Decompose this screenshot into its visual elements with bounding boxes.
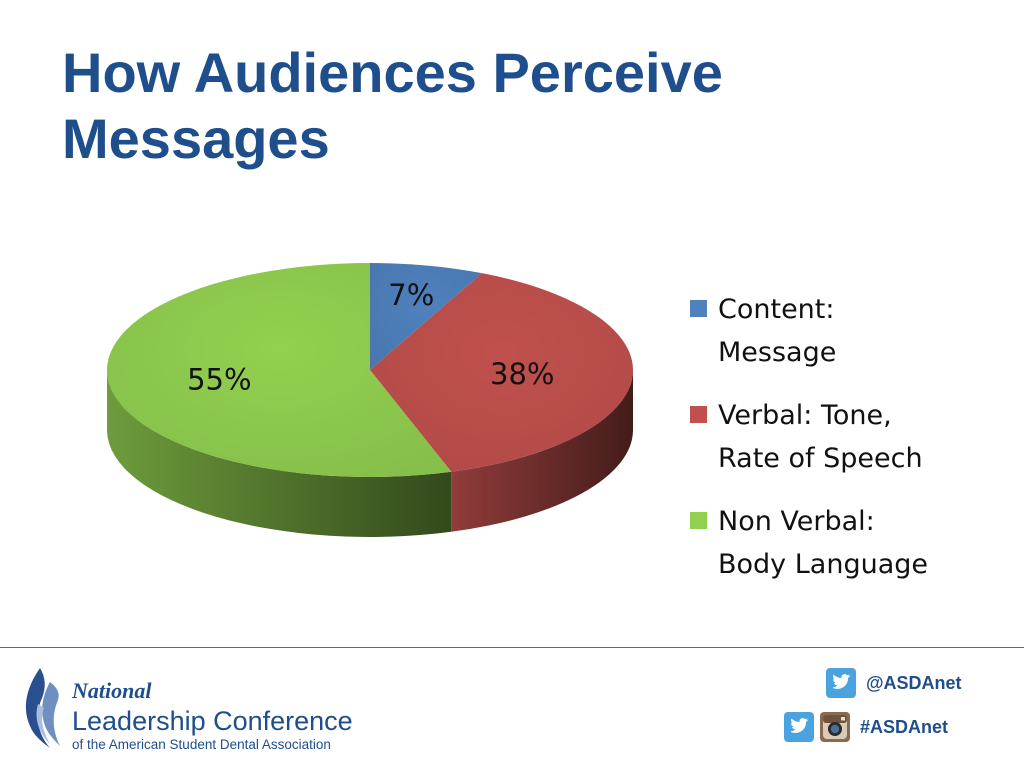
pie-data-label-0: 7%	[388, 278, 434, 312]
legend-item-content: Content: Message	[688, 288, 1008, 374]
legend-label-verbal-line2: Rate of Speech	[718, 443, 923, 474]
pie-chart: 7% 38% 55%	[106, 263, 634, 537]
legend-label-nonverbal-line2: Body Language	[718, 549, 928, 580]
pie-data-label-2: 55%	[187, 363, 251, 397]
pie-slice-0	[370, 263, 482, 370]
flame-logo-icon	[25, 668, 60, 748]
twitter-handle-row: @ASDAnet	[826, 668, 962, 698]
slide-title-line1: How Audiences Perceive	[62, 41, 723, 104]
pie-side-2	[107, 371, 452, 537]
twitter-icon[interactable]	[784, 712, 814, 742]
logo-subtitle-text: of the American Student Dental Associati…	[72, 737, 331, 752]
legend-item-verbal: Verbal: Tone, Rate of Speech	[688, 394, 1008, 480]
legend-swatch-content	[690, 300, 707, 317]
hashtag-text[interactable]: #ASDAnet	[860, 716, 949, 737]
footer-divider	[0, 647, 1024, 648]
legend-label-verbal-line1: Verbal: Tone,	[718, 400, 892, 431]
slide-title-line2: Messages	[62, 107, 330, 170]
twitter-icon[interactable]	[826, 668, 856, 698]
conference-logo: National Leadership Conference of the Am…	[20, 664, 380, 754]
hashtag-row: #ASDAnet	[784, 712, 948, 742]
logo-national-text: National	[72, 678, 152, 703]
legend-label-content-line2: Message	[718, 337, 837, 368]
legend-label-content-line1: Content:	[718, 294, 835, 325]
chart-legend: Content: Message Verbal: Tone, Rate of S…	[688, 288, 1008, 606]
legend-swatch-nonverbal	[690, 512, 707, 529]
slide-title: How Audiences Perceive Messages	[62, 40, 962, 172]
pie-side-1	[451, 370, 633, 532]
legend-label-nonverbal-line1: Non Verbal:	[718, 506, 875, 537]
twitter-handle-text[interactable]: @ASDAnet	[866, 672, 962, 693]
instagram-icon[interactable]	[820, 712, 850, 742]
pie-slice-2	[106, 263, 452, 478]
legend-item-nonverbal: Non Verbal: Body Language	[688, 500, 1008, 586]
legend-swatch-verbal	[690, 406, 707, 423]
pie-slice-1	[370, 273, 634, 472]
pie-data-label-1: 38%	[490, 357, 554, 391]
logo-leadership-text: Leadership Conference	[72, 706, 353, 736]
